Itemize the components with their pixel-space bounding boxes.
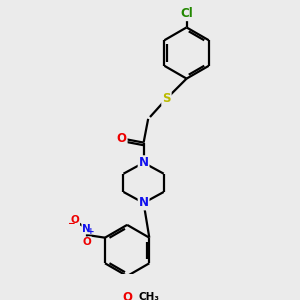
Text: +: + <box>88 227 95 236</box>
Text: O: O <box>70 215 79 225</box>
Text: Cl: Cl <box>180 7 193 20</box>
Text: N: N <box>139 156 148 169</box>
Text: O: O <box>82 237 91 247</box>
Text: S: S <box>162 92 171 105</box>
Text: O: O <box>122 291 132 300</box>
Text: −: − <box>68 220 75 229</box>
Text: O: O <box>117 131 127 145</box>
Text: CH₃: CH₃ <box>138 292 159 300</box>
Text: N: N <box>139 196 148 209</box>
Text: N: N <box>82 224 91 233</box>
